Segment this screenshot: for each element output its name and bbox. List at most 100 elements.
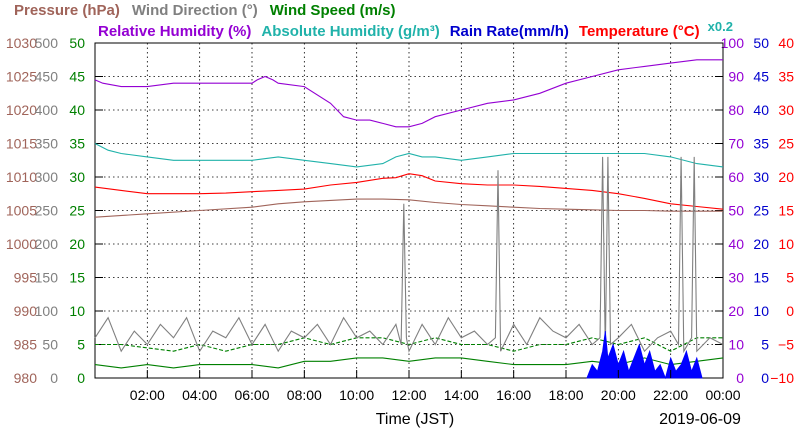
x-tick-label: 12:00 (391, 387, 426, 403)
series-layer (94, 59, 724, 380)
y-tick-label: 0 (77, 370, 85, 386)
y-tick-label: 20 (778, 169, 794, 185)
x-tick-label: 16:00 (496, 387, 531, 403)
y-tick-label: 1000 (6, 236, 37, 252)
y-tick-label: 990 (14, 303, 38, 319)
y-tick-label: 10 (778, 236, 794, 252)
legend-item: Pressure (hPa) (14, 2, 120, 19)
x-tick-label: 22:00 (653, 387, 688, 403)
y-tick-label: 250 (35, 203, 59, 219)
y-tick-label: −5 (778, 337, 794, 353)
y-tick-label: 985 (14, 337, 38, 353)
y-tick-label: 0 (50, 370, 58, 386)
y-tick-label: 50 (728, 203, 744, 219)
y-tick-label: 30 (69, 169, 85, 185)
x-tick-label: 00:00 (705, 387, 740, 403)
y-tick-label: 35 (778, 69, 794, 85)
y-tick-label: 90 (728, 69, 744, 85)
y-tick-label: 5 (786, 270, 794, 286)
y-tick-label: 1015 (6, 136, 37, 152)
y-tick-label: 0 (736, 370, 744, 386)
y-tick-label: 995 (14, 270, 38, 286)
y-tick-label: 35 (753, 136, 769, 152)
y-tick-label: 30 (728, 270, 744, 286)
series-wind-direction (94, 156, 724, 354)
y-tick-label: 10 (69, 303, 85, 319)
series-wind-speed-m-s (95, 337, 723, 352)
y-tick-label: 15 (753, 270, 769, 286)
y-tick-label: 0 (761, 370, 769, 386)
x-tick-label: 18:00 (548, 387, 583, 403)
x-axis-label: Time (JST) (376, 411, 455, 428)
y-tick-label: −10 (770, 370, 794, 386)
y-tick-label: 30 (778, 102, 794, 118)
x-tick-label: 20:00 (601, 387, 636, 403)
series-relative-humidity (94, 59, 723, 128)
y-tick-label: 50 (42, 337, 58, 353)
y-tick-label: 0 (786, 303, 794, 319)
x-axis: 02:00 04:00 06:00 08:00 10:00 12:00 14:00 16:00… (130, 370, 741, 403)
series-absolute-humidity-g-m (94, 143, 724, 168)
y-tick-label: 5 (77, 337, 85, 353)
y-tick-label: 1005 (6, 203, 37, 219)
y-tick-label: 30 (753, 169, 769, 185)
y-tick-label: 20 (69, 236, 85, 252)
y-tick-label: 5 (761, 337, 769, 353)
x-tick-label: 08:00 (287, 387, 322, 403)
x-tick-label: 02:00 (130, 387, 165, 403)
y-tick-label: 100 (35, 303, 59, 319)
y-tick-label: 45 (753, 69, 769, 85)
y-tick-label: 15 (778, 203, 794, 219)
legend-item: Relative Humidity (%) (98, 23, 251, 40)
y-tick-label: 35 (69, 136, 85, 152)
y-tick-label: 1010 (6, 169, 37, 185)
legend-item: Rain Rate(mm/h) (450, 23, 569, 40)
legend-item: Wind Direction (°) (132, 2, 258, 19)
x-tick-label: 06:00 (234, 387, 269, 403)
y-tick-label: 300 (35, 169, 59, 185)
date-label: 2019-06-09 (659, 411, 741, 428)
left-axes: 9809859909951000100510101015102010251030… (6, 35, 103, 386)
y-tick-label: 25 (753, 203, 769, 219)
y-tick-label: 1025 (6, 69, 37, 85)
y-tick-label: 40 (728, 236, 744, 252)
y-tick-label: 400 (35, 102, 59, 118)
abs-humidity-scale-note: x0.2 (708, 19, 733, 34)
y-tick-label: 40 (778, 35, 794, 51)
y-tick-label: 1020 (6, 102, 37, 118)
y-tick-label: 20 (753, 236, 769, 252)
y-tick-label: 40 (69, 102, 85, 118)
y-tick-label: 10 (728, 337, 744, 353)
y-tick-label: 150 (35, 270, 59, 286)
y-tick-label: 100 (721, 35, 745, 51)
y-tick-label: 25 (69, 203, 85, 219)
series-rain-rate (586, 331, 703, 380)
x-tick-label: 04:00 (182, 387, 217, 403)
y-tick-label: 20 (728, 303, 744, 319)
y-tick-label: 980 (14, 370, 38, 386)
y-tick-label: 70 (728, 136, 744, 152)
legend-item: Wind Speed (m/s) (270, 2, 396, 19)
legend-item: Absolute Humidity (g/m³) (261, 23, 439, 40)
legend-item: Temperature (°C) (579, 23, 700, 40)
y-tick-label: 80 (728, 102, 744, 118)
legend: Pressure (hPa) Wind Direction (°) Wind Spe… (14, 2, 733, 40)
y-tick-label: 50 (69, 35, 85, 51)
y-tick-label: 500 (35, 35, 59, 51)
y-tick-label: 200 (35, 236, 59, 252)
y-tick-label: 45 (69, 69, 85, 85)
y-tick-label: 50 (753, 35, 769, 51)
x-tick-label: 10:00 (339, 387, 374, 403)
right-axes: 0102030405060708090100051015202530354045… (715, 35, 794, 386)
y-tick-label: 450 (35, 69, 59, 85)
y-tick-label: 15 (69, 270, 85, 286)
series-pressure-hpa (94, 198, 723, 218)
series-temperature-c (94, 173, 724, 210)
y-tick-label: 40 (753, 102, 769, 118)
y-tick-label: 1030 (6, 35, 37, 51)
y-tick-label: 350 (35, 136, 59, 152)
x-tick-label: 14:00 (444, 387, 479, 403)
y-tick-label: 10 (753, 303, 769, 319)
y-tick-label: 25 (778, 136, 794, 152)
